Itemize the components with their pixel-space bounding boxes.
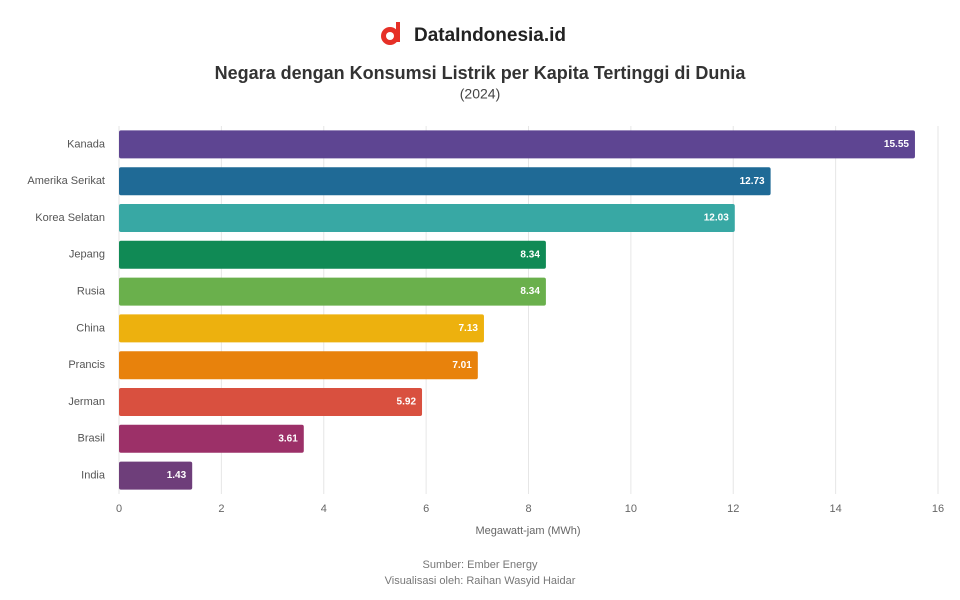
y-tick-label: Amerika Serikat	[27, 175, 105, 187]
bar	[119, 461, 193, 490]
value-label: 5.92	[397, 397, 417, 408]
bar	[119, 314, 484, 343]
y-tick-label: Brasil	[77, 433, 105, 445]
bar	[119, 130, 915, 159]
x-tick-label: 16	[932, 503, 944, 515]
brand: DataIndonesia.id	[414, 25, 566, 46]
x-tick-label: 0	[116, 503, 122, 515]
x-axis-label: Megawatt-jam (MWh)	[475, 525, 580, 537]
source: Sumber: Ember Energy	[423, 559, 538, 571]
y-tick-label: Korea Selatan	[35, 212, 105, 224]
credit: Visualisasi oleh: Raihan Wasyid Haidar	[385, 575, 576, 587]
x-tick-label: 8	[525, 503, 531, 515]
logo	[381, 22, 400, 45]
value-label: 12.03	[704, 213, 729, 224]
y-tick-label: Kanada	[67, 138, 106, 150]
value-label: 7.01	[452, 360, 472, 371]
bar	[119, 167, 771, 196]
value-label: 8.34	[520, 249, 540, 260]
x-tick-label: 2	[218, 503, 224, 515]
x-tick-label: 4	[321, 503, 327, 515]
bar	[119, 424, 304, 453]
x-tick-label: 14	[830, 503, 842, 515]
y-tick-label: India	[81, 470, 106, 482]
y-tick-label: Rusia	[77, 286, 106, 298]
y-tick-label: Prancis	[68, 359, 105, 371]
value-label: 8.34	[520, 286, 540, 297]
value-label: 12.73	[740, 176, 765, 187]
bar	[119, 388, 423, 416]
value-label: 3.61	[278, 433, 298, 444]
bar	[119, 277, 546, 306]
chart-subtitle: (2024)	[460, 86, 500, 102]
y-tick-label: China	[76, 322, 106, 334]
y-tick-label: Jerman	[68, 396, 105, 408]
x-tick-label: 6	[423, 503, 429, 515]
x-tick-label: 12	[727, 503, 739, 515]
value-label: 7.13	[458, 323, 478, 334]
bar	[119, 351, 478, 380]
bar	[119, 240, 546, 269]
x-tick-label: 10	[625, 503, 637, 515]
bar	[119, 204, 735, 232]
value-label: 15.55	[884, 139, 909, 150]
chart-title: Negara dengan Konsumsi Listrik per Kapit…	[215, 63, 747, 83]
value-label: 1.43	[167, 470, 187, 481]
y-tick-label: Jepang	[69, 249, 105, 261]
